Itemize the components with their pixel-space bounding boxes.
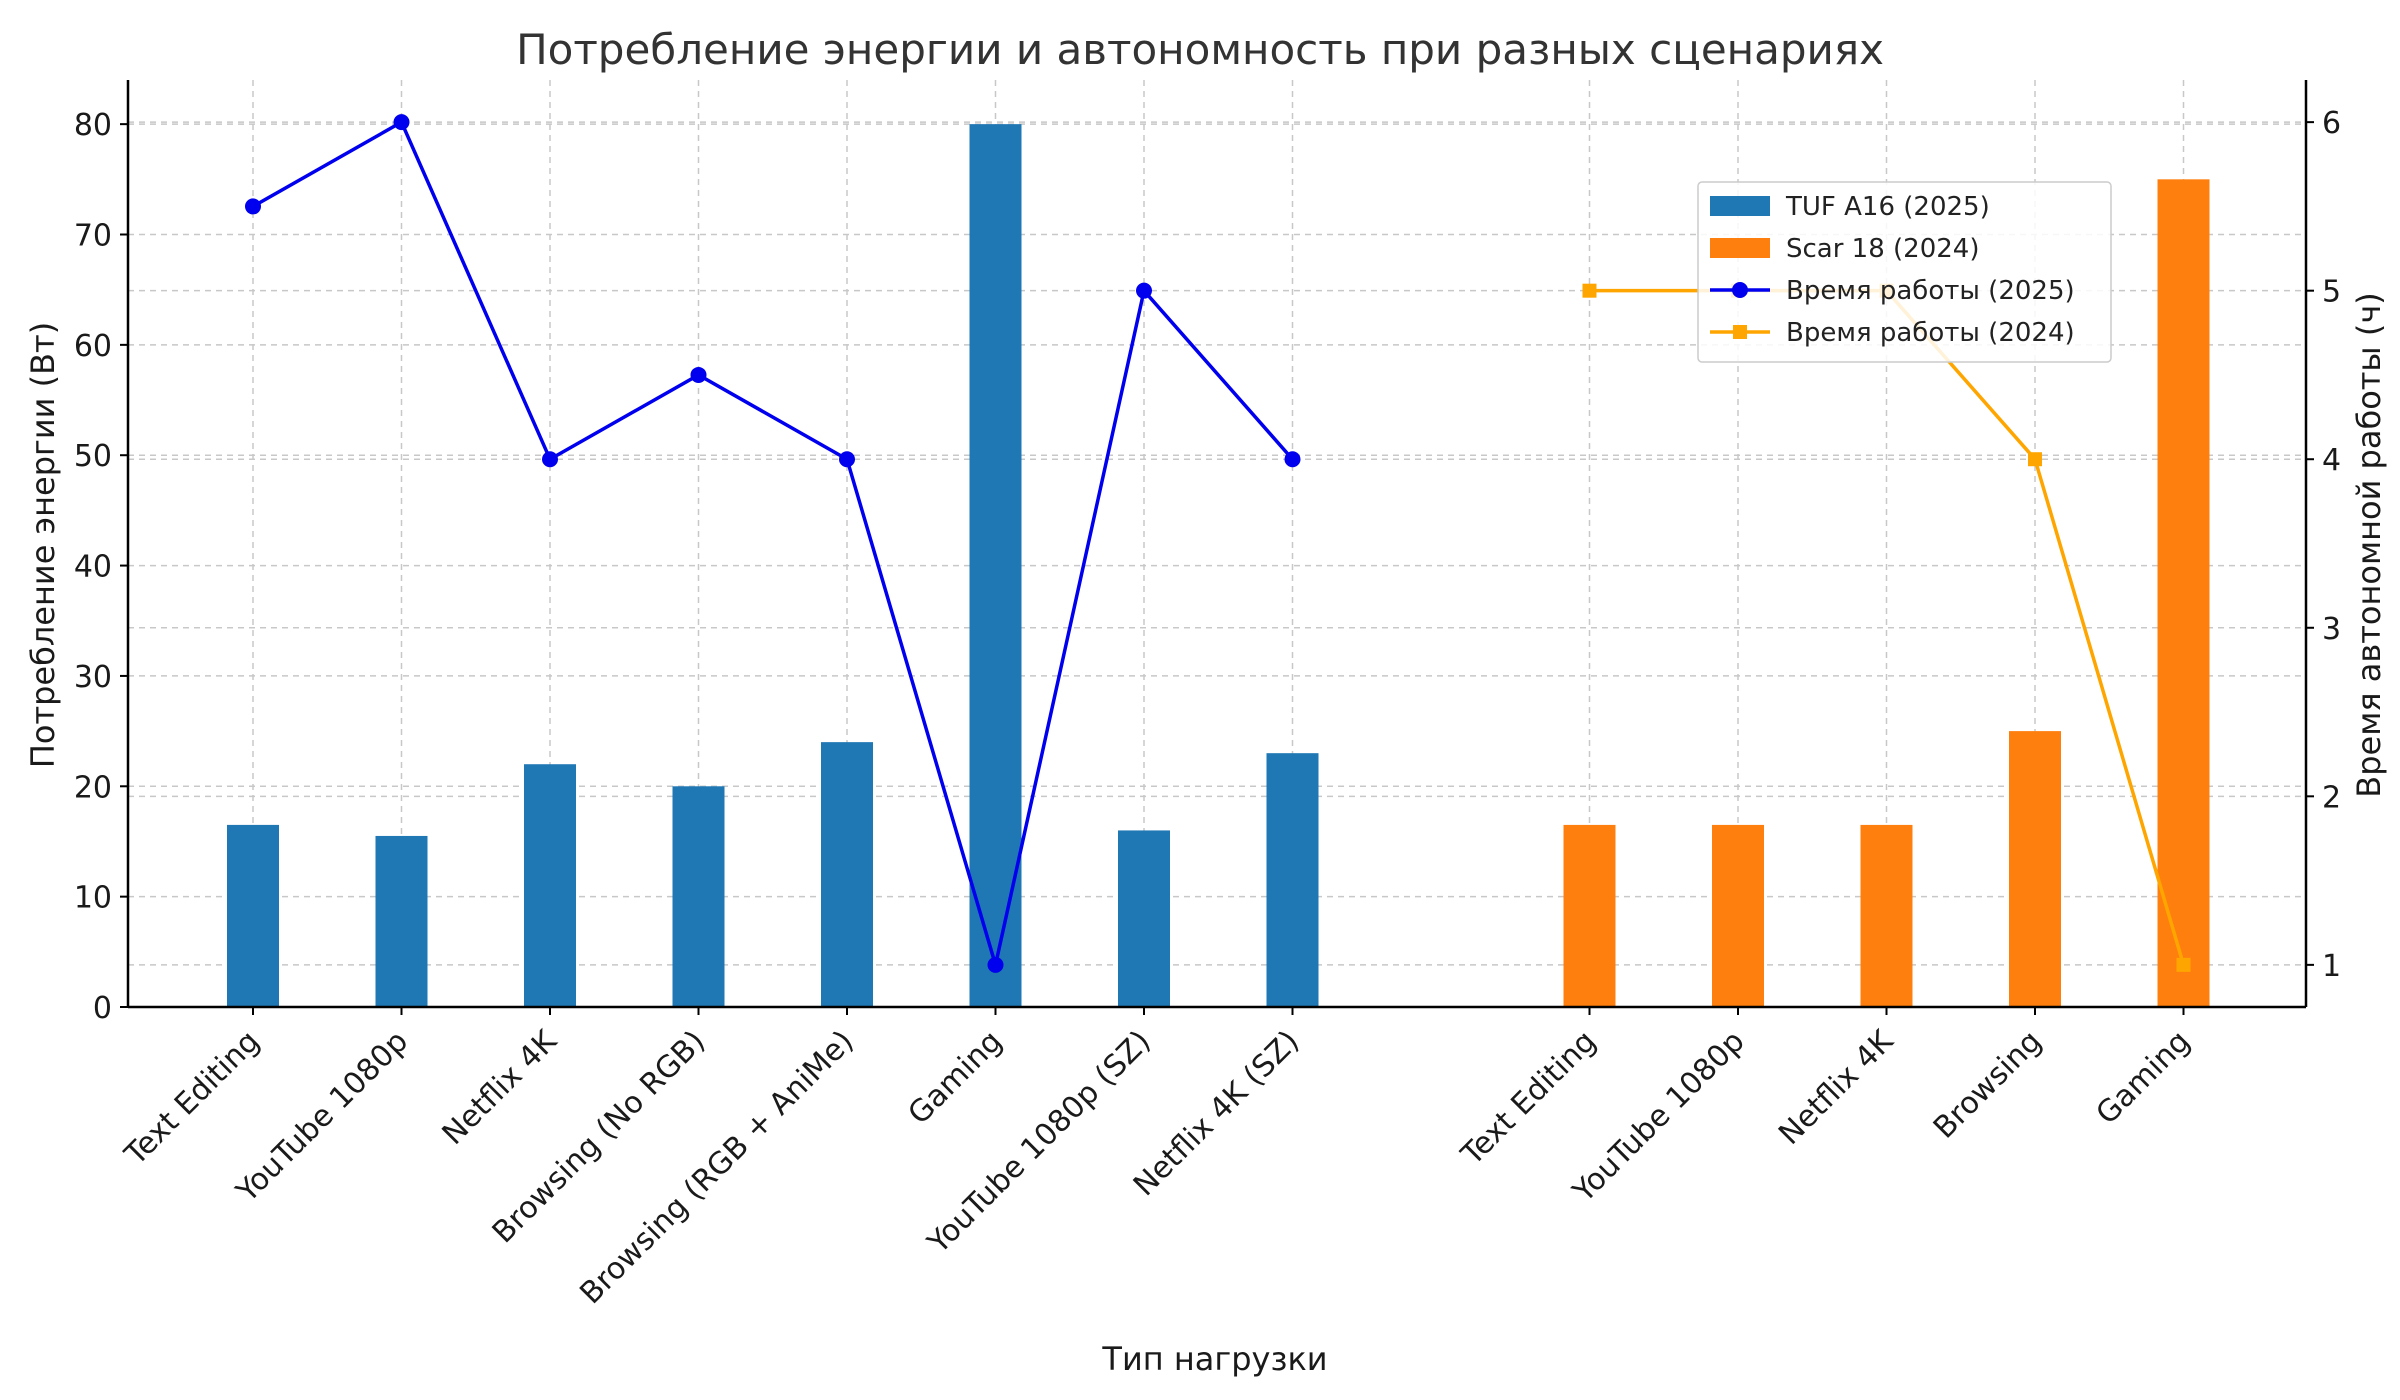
bar: [1563, 824, 1616, 1007]
y2-axis-title: Время автономной работы (ч): [2350, 292, 2388, 798]
line-point: [2028, 452, 2042, 467]
bar: [2009, 731, 2061, 1007]
legend-label: Время работы (2024): [1786, 318, 2075, 348]
y-tick-label: 30: [74, 660, 112, 695]
y-tick-label: 20: [74, 770, 112, 805]
legend-swatch: [1710, 238, 1770, 258]
y2-tick-label: 5: [2322, 275, 2341, 310]
legend-box: [1697, 181, 2112, 363]
bar: [1118, 830, 1170, 1007]
bar: [1712, 824, 1764, 1007]
y2-tick-label: 3: [2322, 612, 2341, 647]
bar: [2157, 179, 2210, 1008]
bars: [227, 124, 2210, 1008]
line-point: [1582, 283, 1597, 298]
axes: [120, 80, 2314, 1015]
x-tick-label: Text Editing: [1454, 1024, 1603, 1173]
x-tick-label: Browsing: [1927, 1024, 2049, 1146]
y-tick-label: 0: [93, 991, 112, 1026]
x-tick-label: Gaming: [901, 1024, 1009, 1132]
x-tick-label: Text Editing: [118, 1024, 267, 1173]
x-tick-label: Gaming: [2089, 1024, 2197, 1132]
series-line: [252, 120, 1294, 967]
bar: [227, 824, 279, 1007]
x-tick-label: Browsing (RGB + AniMe): [573, 1024, 860, 1311]
line-point: [2176, 957, 2191, 972]
bar: [524, 764, 576, 1007]
line-point: [690, 366, 707, 383]
y-tick-label: 80: [74, 108, 112, 143]
chart-title: Потребление энергии и автономность при р…: [516, 25, 1884, 74]
y2-tick-label: 6: [2322, 106, 2341, 141]
bar: [969, 124, 1022, 1007]
legend-label: Scar 18 (2024): [1786, 234, 1980, 264]
line-point: [245, 198, 261, 215]
legend-swatch: [1710, 196, 1770, 216]
x-tick-label: Netflix 4K: [436, 1023, 565, 1152]
line-point: [1136, 282, 1152, 299]
y-tick-label: 10: [74, 881, 112, 916]
legend-label: Время работы (2025): [1786, 276, 2075, 306]
bar: [1266, 753, 1319, 1007]
y-tick-label: 50: [74, 439, 112, 474]
bar: [672, 786, 725, 1007]
legend-marker: [1733, 325, 1747, 339]
y-tick-label: 60: [74, 329, 112, 364]
y2-tick-label: 4: [2322, 443, 2341, 478]
y-tick-label: 40: [74, 550, 112, 585]
legend-marker: [1732, 282, 1748, 298]
line-point: [1284, 451, 1301, 468]
y-tick-label: 70: [74, 219, 112, 254]
line-point: [987, 956, 1004, 973]
y-axis-title: Потребление энергии (Вт): [24, 322, 62, 768]
bar: [1860, 824, 1913, 1007]
line-point: [542, 451, 558, 468]
bar: [375, 835, 428, 1007]
y2-tick-label: 1: [2322, 949, 2341, 984]
bar: [821, 742, 873, 1007]
y2-tick-label: 2: [2322, 780, 2341, 815]
x-axis-title: Тип нагрузки: [1101, 1340, 1327, 1378]
legend-label: TUF A16 (2025): [1785, 192, 1990, 222]
line-point: [839, 451, 855, 468]
x-tick-label: Netflix 4K: [1772, 1023, 1901, 1152]
legend: TUF A16 (2025) Scar 18 (2024) Время работы…: [1697, 181, 2112, 363]
line-point: [393, 114, 410, 131]
